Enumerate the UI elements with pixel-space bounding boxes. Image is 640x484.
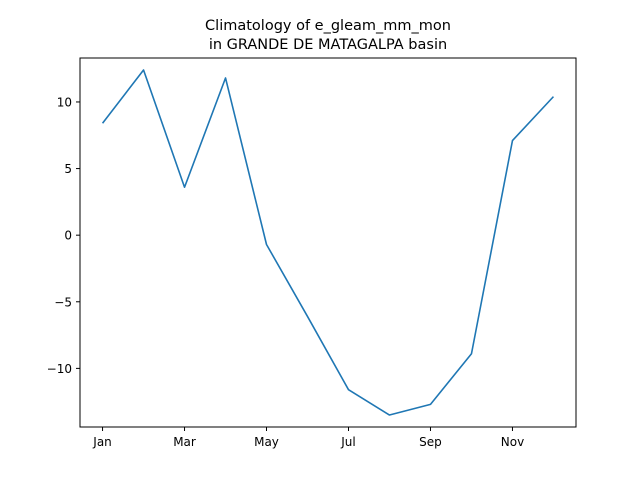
y-tick-label-0: −10 [47, 362, 72, 376]
chart-title-line-2: in GRANDE DE MATAGALPA basin [209, 37, 447, 53]
y-tick-label-2: 0 [64, 229, 72, 243]
x-tick-label-may: May [254, 435, 279, 449]
x-tick-label-jan: Jan [92, 435, 112, 449]
y-tick-label-1: −5 [54, 295, 72, 309]
series-line-0 [101, 69, 555, 416]
plot-area: Jan Mar May Jul Sep Nov −10 −5 0 5 10 [47, 57, 577, 449]
y-tick-label-3: 5 [64, 162, 72, 176]
x-tick-label-mar: Mar [173, 435, 196, 449]
plot-frame [79, 57, 577, 428]
chart-title-line-1: Climatology of e_gleam_mm_mon [205, 18, 451, 34]
x-tick-label-nov: Nov [501, 435, 524, 449]
x-tick-label-sep: Sep [419, 435, 442, 449]
y-tick-label-4: 10 [57, 95, 72, 109]
x-tick-label-jul: Jul [340, 435, 355, 449]
